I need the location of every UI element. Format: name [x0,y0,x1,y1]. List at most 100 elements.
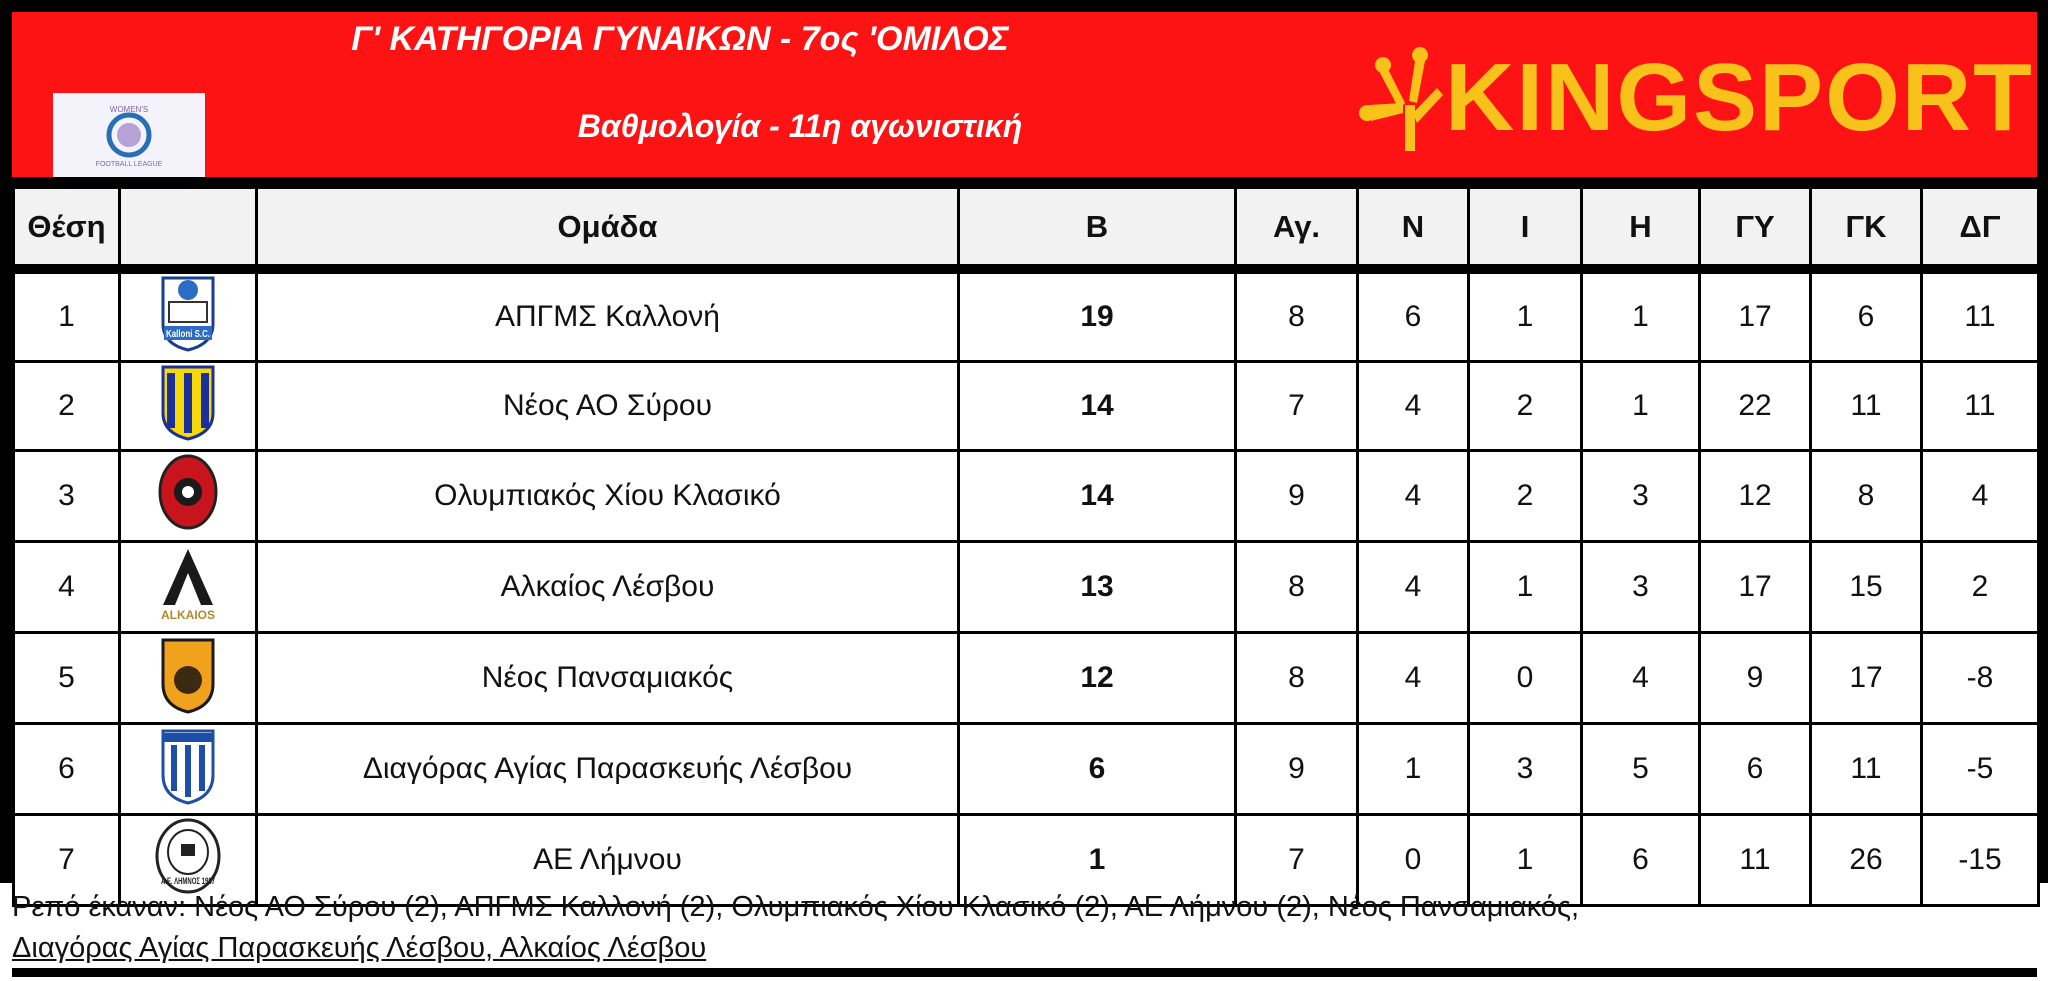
crown-icon [1359,47,1443,151]
played-cell: 7 [1234,813,1359,907]
position-cell: 2 [12,360,121,452]
losses-cell: 1 [1580,267,1701,363]
goals-against-cell: 26 [1809,813,1923,907]
played-cell: 8 [1234,540,1359,634]
goal-difference-cell: -15 [1920,813,2040,907]
table-row: 2 Νέος ΑΟ Σύρου 14 7 4 2 1 22 11 11 [12,360,2040,452]
crest-label: Α.Ε. ΛΗΜΝΟΣ 1987 [161,876,215,886]
col-header-goals-for: ΓΥ [1698,186,1812,274]
goals-for-cell: 11 [1698,813,1812,907]
standings-table: Θέση Ομάδα Β Αγ. Ν Ι Η ΓΥ ΓΚ ΔΓ 1 Kalloni… [12,186,2040,907]
col-header-losses: Η [1580,186,1701,274]
points-cell: 14 [957,360,1237,452]
crest-cell [118,631,258,725]
goals-for-cell: 17 [1698,540,1812,634]
svg-text:FOOTBALL LEAGUE: FOOTBALL LEAGUE [96,161,163,168]
position-cell: 6 [12,722,121,816]
draws-cell: 1 [1467,540,1583,634]
bye-note-line1: Ρεπό έκαναν: Νέος ΑΟ Σύρου (2), ΑΠΓΜΣ Κα… [12,891,1580,923]
position-cell: 4 [12,540,121,634]
goals-against-cell: 6 [1809,267,1923,363]
team-name-cell: Ολυμπιακός Χίου Κλασικό [255,449,960,543]
goals-against-cell: 17 [1809,631,1923,725]
losses-cell: 3 [1580,449,1701,543]
losses-cell: 3 [1580,540,1701,634]
col-header-points: Β [957,186,1237,274]
goals-for-cell: 6 [1698,722,1812,816]
points-cell: 13 [957,540,1237,634]
wins-cell: 1 [1356,722,1470,816]
alkaios-crest-icon: ALKAIOS [155,543,221,631]
goals-for-cell: 17 [1698,267,1812,363]
col-header-wins: Ν [1356,186,1470,274]
table-row: 5 Νέος Πανσαμιακός 12 8 4 0 4 9 17 -8 [12,631,2040,725]
wins-cell: 4 [1356,540,1470,634]
goal-difference-cell: 11 [1920,360,2040,452]
table-row: 6 Διαγόρας Αγίας Παρασκευής Λέσβου 6 9 1 3 5 6 1… [12,722,2040,816]
team-name-cell: Αλκαίος Λέσβου [255,540,960,634]
team-name-cell: Διαγόρας Αγίας Παρασκευής Λέσβου [255,722,960,816]
olympiakos-chiou-crest-icon [155,452,221,540]
points-cell: 12 [957,631,1237,725]
points-cell: 6 [957,722,1237,816]
points-cell: 1 [957,813,1237,907]
header-banner [12,12,2037,177]
goals-against-cell: 15 [1809,540,1923,634]
pansamiakos-crest-icon [157,634,219,722]
goals-for-cell: 22 [1698,360,1812,452]
syros-crest-icon [157,363,219,449]
diagoras-crest-icon [157,725,219,813]
losses-cell: 6 [1580,813,1701,907]
col-header-position: Θέση [12,186,121,274]
col-header-played: Αγ. [1234,186,1359,274]
points-cell: 14 [957,449,1237,543]
wins-cell: 4 [1356,449,1470,543]
draws-cell: 1 [1467,267,1583,363]
crest-cell [118,449,258,543]
womens-football-league-logo: WOMEN'S FOOTBALL LEAGUE [53,93,205,177]
goal-difference-cell: 2 [1920,540,2040,634]
played-cell: 8 [1234,631,1359,725]
wins-cell: 4 [1356,360,1470,452]
table-header-row: Θέση Ομάδα Β Αγ. Ν Ι Η ΓΥ ΓΚ ΔΓ [12,186,2040,274]
losses-cell: 5 [1580,722,1701,816]
col-header-crest [118,186,258,274]
crest-cell: Α.Ε. ΛΗΜΝΟΣ 1987 [118,813,258,907]
crest-label: Kalloni S.C. [166,329,210,340]
goal-difference-cell: 11 [1920,267,2040,363]
table-row: 7 Α.Ε. ΛΗΜΝΟΣ 1987 ΑΕ Λήμνου 1 7 0 1 6 11 26 -15 [12,813,2040,907]
team-name-cell: ΑΕ Λήμνου [255,813,960,907]
crest-label: ALKAIOS [161,608,215,622]
draws-cell: 1 [1467,813,1583,907]
wins-cell: 0 [1356,813,1470,907]
kalloni-crest-icon: Kalloni S.C. [157,274,219,360]
goals-against-cell: 11 [1809,722,1923,816]
table-row: 3 Ολυμπιακός Χίου Κλασικό 14 9 4 2 3 12 8 4 [12,449,2040,543]
goal-difference-cell: -8 [1920,631,2040,725]
played-cell: 7 [1234,360,1359,452]
position-cell: 7 [12,813,121,907]
goals-for-cell: 9 [1698,631,1812,725]
crest-cell [118,360,258,452]
bottom-divider [12,968,2037,977]
position-cell: 3 [12,449,121,543]
col-header-draws: Ι [1467,186,1583,274]
goals-for-cell: 12 [1698,449,1812,543]
crest-cell [118,722,258,816]
losses-cell: 1 [1580,360,1701,452]
table-row: 4 ALKAIOS Αλκαίος Λέσβου 13 8 4 1 3 17 15 2 [12,540,2040,634]
team-name-cell: ΑΠΓΜΣ Καλλονή [255,267,960,363]
draws-cell: 2 [1467,360,1583,452]
ae-limnou-crest-icon: Α.Ε. ΛΗΜΝΟΣ 1987 [153,816,223,904]
wins-cell: 4 [1356,631,1470,725]
crest-cell: Kalloni S.C. [118,267,258,363]
col-header-goal-difference: ΔΓ [1920,186,2040,274]
losses-cell: 4 [1580,631,1701,725]
col-header-team: Ομάδα [255,186,960,274]
position-cell: 5 [12,631,121,725]
goal-difference-cell: -5 [1920,722,2040,816]
goal-difference-cell: 4 [1920,449,2040,543]
played-cell: 9 [1234,722,1359,816]
draws-cell: 3 [1467,722,1583,816]
col-header-goals-against: ΓΚ [1809,186,1923,274]
